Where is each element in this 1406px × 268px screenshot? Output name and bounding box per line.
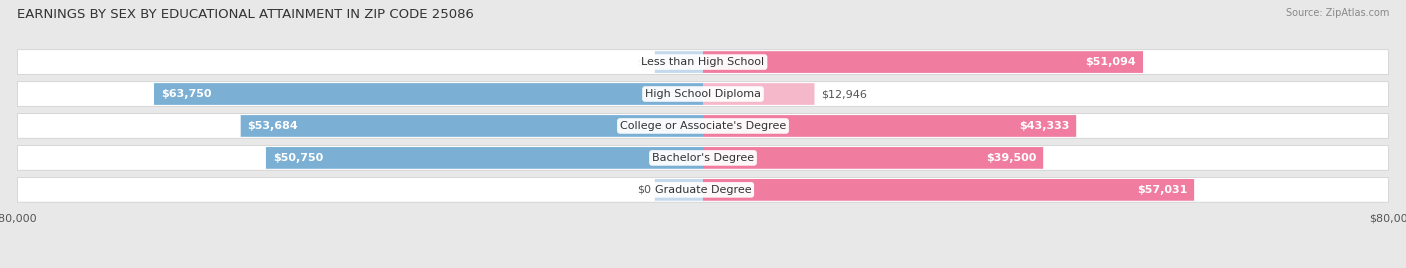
FancyBboxPatch shape	[155, 83, 703, 105]
FancyBboxPatch shape	[17, 146, 1389, 170]
FancyBboxPatch shape	[703, 179, 1194, 201]
Text: $51,094: $51,094	[1085, 57, 1136, 67]
Text: $50,750: $50,750	[273, 153, 323, 163]
Text: Bachelor's Degree: Bachelor's Degree	[652, 153, 754, 163]
Text: $57,031: $57,031	[1137, 185, 1187, 195]
FancyBboxPatch shape	[17, 82, 1389, 106]
Text: High School Diploma: High School Diploma	[645, 89, 761, 99]
FancyBboxPatch shape	[17, 50, 1389, 74]
Text: College or Associate's Degree: College or Associate's Degree	[620, 121, 786, 131]
FancyBboxPatch shape	[703, 147, 1043, 169]
Text: $12,946: $12,946	[821, 89, 868, 99]
Text: Graduate Degree: Graduate Degree	[655, 185, 751, 195]
FancyBboxPatch shape	[703, 83, 814, 105]
FancyBboxPatch shape	[655, 51, 703, 73]
FancyBboxPatch shape	[17, 114, 1389, 138]
FancyBboxPatch shape	[703, 115, 1076, 137]
FancyBboxPatch shape	[17, 178, 1389, 202]
FancyBboxPatch shape	[266, 147, 703, 169]
Text: $63,750: $63,750	[160, 89, 211, 99]
FancyBboxPatch shape	[703, 51, 1143, 73]
Text: Less than High School: Less than High School	[641, 57, 765, 67]
Text: Source: ZipAtlas.com: Source: ZipAtlas.com	[1285, 8, 1389, 18]
Text: $53,684: $53,684	[247, 121, 298, 131]
Text: $39,500: $39,500	[986, 153, 1036, 163]
Text: $0: $0	[637, 185, 651, 195]
Text: $0: $0	[637, 57, 651, 67]
Text: $43,333: $43,333	[1019, 121, 1070, 131]
Text: EARNINGS BY SEX BY EDUCATIONAL ATTAINMENT IN ZIP CODE 25086: EARNINGS BY SEX BY EDUCATIONAL ATTAINMEN…	[17, 8, 474, 21]
Legend: Male, Female: Male, Female	[636, 267, 770, 268]
FancyBboxPatch shape	[655, 179, 703, 201]
FancyBboxPatch shape	[240, 115, 703, 137]
